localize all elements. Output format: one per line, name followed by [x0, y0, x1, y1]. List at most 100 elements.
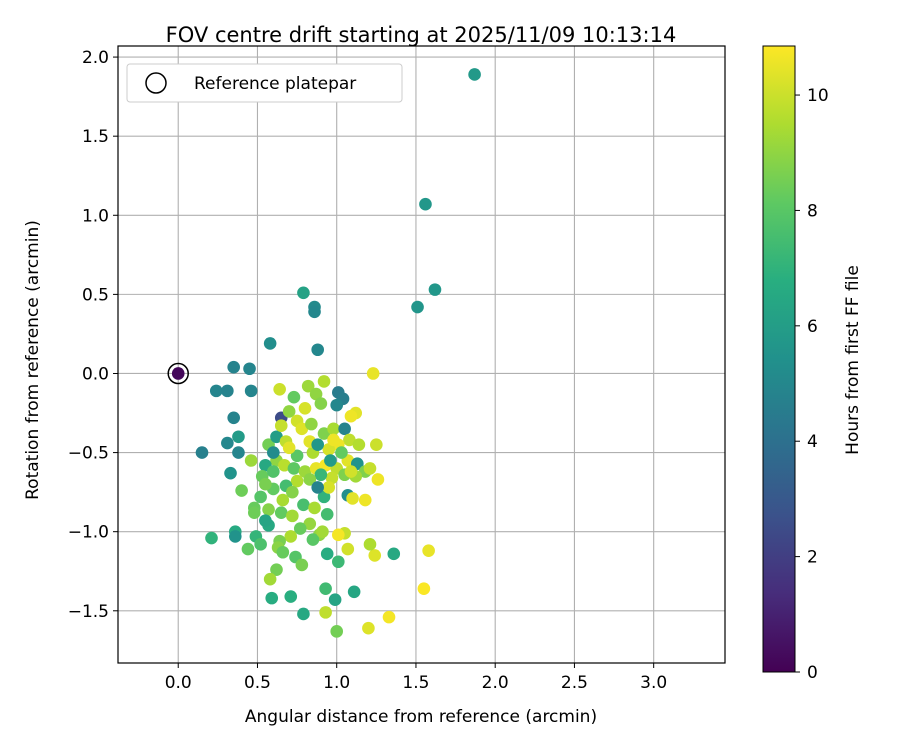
y-tick-label: 0.5: [82, 285, 109, 305]
colorbar-tick-label: 4: [807, 432, 818, 452]
scatter-point: [297, 286, 310, 300]
scatter-point: [301, 379, 315, 393]
scatter-point: [322, 443, 336, 456]
x-tick-label: 1.0: [323, 673, 350, 693]
scatter-point: [270, 430, 283, 444]
scatter-point: [297, 607, 310, 621]
scatter-point: [209, 384, 223, 398]
scatter-point: [171, 367, 185, 380]
y-axis-label: Rotation from reference (arcmin): [23, 220, 43, 500]
scatter-point: [316, 525, 329, 538]
scatter-point: [322, 481, 336, 494]
colorbar-tick-label: 0: [807, 663, 818, 683]
scatter-point: [317, 490, 331, 504]
scatter-point: [278, 458, 291, 472]
scatter-point: [254, 490, 267, 504]
scatter-point: [282, 405, 296, 418]
scatter-point: [265, 591, 279, 605]
scatter-point: [259, 477, 272, 491]
scatter-point: [328, 593, 342, 607]
y-tick-label: −0.5: [68, 444, 109, 464]
scatter-point: [311, 481, 324, 494]
x-axis-ticks: 0.0 0.5 1.0 1.5 2.0 2.5 3.0: [165, 663, 667, 693]
scatter-point: [284, 590, 298, 603]
scatter-point: [232, 430, 245, 444]
scatter-point: [284, 530, 298, 543]
scatter-point: [224, 466, 237, 480]
scatter-point: [317, 375, 331, 388]
scatter-point: [298, 401, 312, 415]
scatter-point: [295, 422, 309, 436]
scatter-point: [341, 542, 355, 556]
colorbar-label: Hours from first FF file: [843, 265, 863, 455]
scatter-point: [308, 501, 321, 515]
scatter-point: [309, 387, 323, 401]
y-tick-label: −1.5: [68, 602, 109, 622]
scatter-point: [241, 542, 255, 556]
scatter-point: [273, 383, 286, 396]
x-tick-label: 3.0: [640, 673, 667, 693]
scatter-point: [320, 547, 334, 561]
scatter-point: [319, 606, 332, 619]
scatter-point: [347, 585, 361, 599]
scatter-point: [244, 454, 258, 467]
scatter-point: [263, 572, 277, 586]
scatter-point: [247, 506, 261, 520]
scatter-point: [282, 441, 296, 455]
scatter-point: [243, 362, 256, 376]
scatter-point: [267, 465, 280, 478]
scatter-point: [344, 465, 358, 478]
scatter-point: [370, 438, 383, 451]
scatter-point: [331, 555, 345, 569]
scatter-point: [363, 462, 377, 475]
scatter-point: [417, 582, 431, 595]
grid-lines: [118, 46, 725, 663]
scatter-point: [358, 493, 372, 507]
scatter-point: [262, 503, 275, 516]
scatter-point: [308, 305, 321, 319]
scatter-point: [303, 473, 317, 486]
scatter-point: [297, 498, 310, 512]
scatter-point: [276, 493, 290, 507]
scatter-point: [205, 531, 218, 545]
colorbar: 0 2 4 6 8 10 Hours from first FF file: [762, 45, 863, 683]
scatter-point: [382, 610, 396, 624]
scatter-point: [327, 422, 340, 436]
scatter-point: [331, 528, 345, 542]
scatter-point: [228, 530, 242, 543]
scatter-point: [320, 507, 334, 521]
scatter-point: [324, 454, 337, 467]
scatter-point: [371, 473, 385, 486]
colorbar-tick-label: 8: [807, 201, 818, 221]
scatter-point: [422, 544, 435, 557]
chart-title: FOV centre drift starting at 2025/11/09 …: [166, 23, 677, 47]
scatter-point: [286, 509, 299, 523]
scatter-point: [227, 360, 240, 374]
axes-frame: [117, 45, 726, 664]
scatter-point: [221, 384, 234, 398]
scatter-point: [274, 419, 288, 432]
scatter-point: [366, 367, 380, 380]
x-axis-label: Angular distance from reference (arcmin): [245, 707, 597, 727]
scatter-point: [235, 484, 248, 497]
scatter-point: [227, 411, 240, 425]
scatter-point: [411, 300, 424, 314]
x-tick-label: 2.0: [482, 673, 509, 693]
scatter-point: [305, 417, 318, 431]
scatter-point: [267, 446, 280, 459]
scatter-point: [362, 621, 375, 635]
scatter-point: [254, 538, 267, 551]
x-tick-label: 1.5: [402, 673, 429, 693]
legend-entry-reference: Reference platepar: [194, 74, 356, 94]
scatter-point: [263, 337, 277, 350]
colorbar-ticks: 0 2 4 6 8 10: [795, 86, 829, 683]
y-tick-label: 0.0: [82, 364, 109, 384]
scatter-point: [330, 625, 344, 638]
scatter-point: [276, 545, 290, 559]
scatter-point: [319, 582, 332, 595]
scatter-point: [346, 492, 359, 505]
scatter-point: [293, 522, 307, 535]
scatter-point: [428, 283, 442, 296]
x-tick-label: 0.0: [165, 673, 192, 693]
scatter-point: [270, 563, 283, 576]
